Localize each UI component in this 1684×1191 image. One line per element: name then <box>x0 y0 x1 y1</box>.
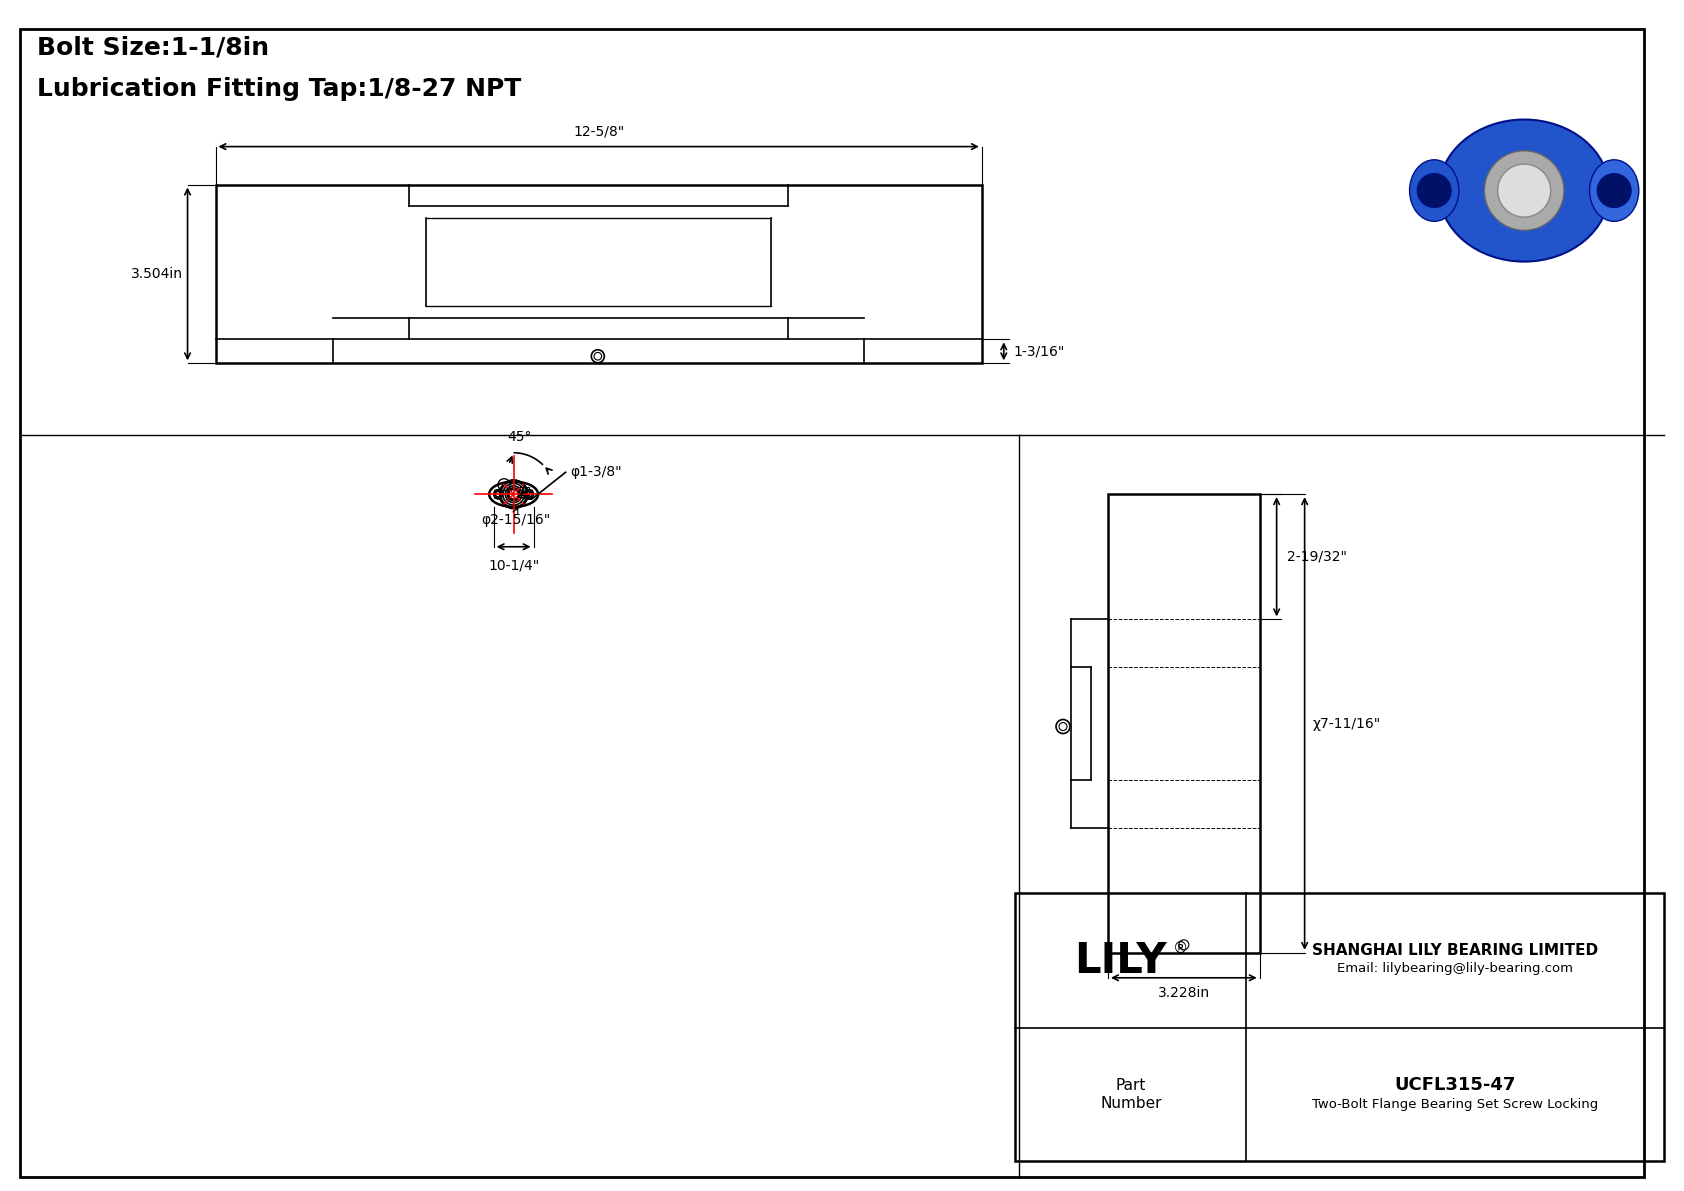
Bar <box>216 185 982 363</box>
Text: Part
Number: Part Number <box>1100 1078 1162 1111</box>
Text: 3.228in: 3.228in <box>1159 986 1209 999</box>
Text: φ1-3/8": φ1-3/8" <box>571 466 623 479</box>
Text: Email: lilybearing@lily-bearing.com: Email: lilybearing@lily-bearing.com <box>1337 962 1573 975</box>
Circle shape <box>1418 174 1452 207</box>
Text: 1-3/16": 1-3/16" <box>1014 344 1066 358</box>
Text: 12-5/8": 12-5/8" <box>573 125 625 138</box>
Bar <box>1108 494 1260 953</box>
Text: Lubrication Fitting Tap:1/8-27 NPT: Lubrication Fitting Tap:1/8-27 NPT <box>37 77 522 101</box>
Text: 10-1/4": 10-1/4" <box>488 559 539 573</box>
Ellipse shape <box>1410 160 1458 222</box>
Text: UCFL315-47: UCFL315-47 <box>1394 1075 1516 1093</box>
Ellipse shape <box>1438 119 1610 262</box>
Text: χ7-11/16": χ7-11/16" <box>1312 717 1381 730</box>
Text: ®: ® <box>1172 941 1187 956</box>
Bar <box>519 487 529 495</box>
Ellipse shape <box>1590 160 1639 222</box>
Circle shape <box>1484 151 1564 230</box>
Text: 45°: 45° <box>507 430 532 444</box>
Text: Two-Bolt Flange Bearing Set Screw Locking: Two-Bolt Flange Bearing Set Screw Lockin… <box>1312 1098 1598 1111</box>
Circle shape <box>1497 164 1551 217</box>
Circle shape <box>1596 174 1632 207</box>
Text: Bolt Size:1-1/8in: Bolt Size:1-1/8in <box>37 36 269 60</box>
Bar <box>1015 893 1664 1161</box>
Text: 2-19/32": 2-19/32" <box>1287 550 1347 563</box>
Text: SHANGHAI LILY BEARING LIMITED: SHANGHAI LILY BEARING LIMITED <box>1312 943 1598 958</box>
Text: φ2-15/16": φ2-15/16" <box>482 512 551 526</box>
Text: 3.504in: 3.504in <box>131 267 182 281</box>
Text: LILY: LILY <box>1074 940 1167 981</box>
